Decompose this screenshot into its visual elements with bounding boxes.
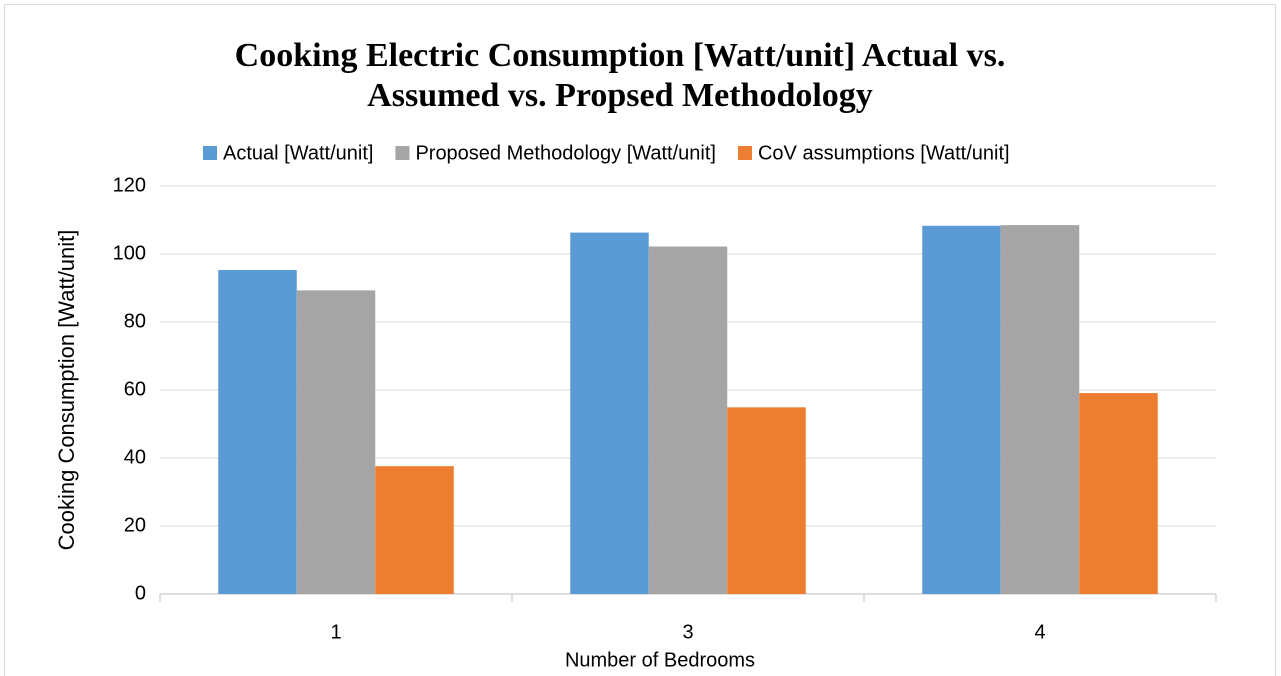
bar bbox=[570, 232, 649, 594]
chart-frame bbox=[4, 4, 1276, 676]
legend-swatch bbox=[737, 146, 752, 160]
bar bbox=[922, 225, 1001, 594]
bar bbox=[1079, 393, 1158, 594]
y-tick-label: 20 bbox=[124, 514, 146, 536]
legend-label: CoV assumptions [Watt/unit] bbox=[758, 142, 1010, 164]
bar bbox=[218, 269, 297, 594]
bar bbox=[375, 466, 454, 594]
y-tick-label: 40 bbox=[124, 446, 146, 468]
y-tick-label: 60 bbox=[124, 378, 146, 400]
bar bbox=[727, 407, 806, 594]
y-tick-label: 0 bbox=[135, 582, 146, 604]
bar bbox=[1000, 225, 1080, 594]
bar bbox=[648, 246, 728, 594]
legend-swatch bbox=[395, 146, 410, 160]
y-axis-label: Cooking Consumption [Watt/unit] bbox=[54, 230, 79, 551]
x-tick-label: 4 bbox=[1034, 621, 1045, 643]
y-tick-label: 80 bbox=[124, 310, 146, 332]
x-axis-label: Number of Bedrooms bbox=[565, 649, 755, 671]
chart-title: Cooking Electric Consumption [Watt/unit]… bbox=[234, 37, 1006, 114]
y-tick-label: 120 bbox=[113, 174, 146, 196]
x-tick-label: 1 bbox=[330, 621, 341, 643]
legend-label: Actual [Watt/unit] bbox=[223, 142, 373, 164]
legend-label: Proposed Methodology [Watt/unit] bbox=[415, 142, 716, 164]
y-tick-label: 100 bbox=[113, 242, 146, 264]
legend-swatch bbox=[203, 146, 217, 160]
bar bbox=[296, 290, 376, 594]
x-tick-label: 3 bbox=[682, 621, 693, 643]
